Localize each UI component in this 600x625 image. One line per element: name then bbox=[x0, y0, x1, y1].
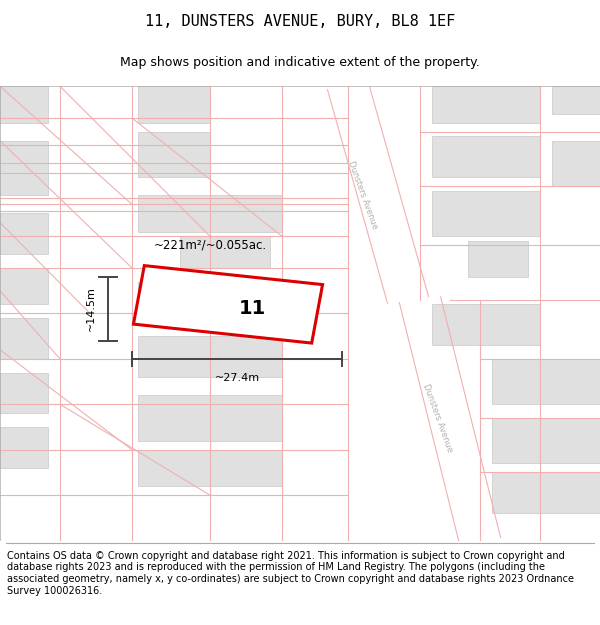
Polygon shape bbox=[0, 214, 48, 254]
Polygon shape bbox=[138, 195, 282, 232]
Text: Contains OS data © Crown copyright and database right 2021. This information is : Contains OS data © Crown copyright and d… bbox=[7, 551, 574, 596]
Polygon shape bbox=[552, 86, 600, 114]
Polygon shape bbox=[133, 266, 323, 343]
Polygon shape bbox=[492, 359, 600, 404]
Polygon shape bbox=[0, 146, 348, 172]
Text: ~221m²/~0.055ac.: ~221m²/~0.055ac. bbox=[154, 239, 266, 252]
Polygon shape bbox=[400, 297, 500, 544]
Polygon shape bbox=[0, 427, 48, 468]
Text: ~27.4m: ~27.4m bbox=[214, 372, 260, 382]
Polygon shape bbox=[432, 304, 540, 345]
Text: Map shows position and indicative extent of the property.: Map shows position and indicative extent… bbox=[120, 56, 480, 69]
Polygon shape bbox=[468, 241, 528, 277]
Text: 11: 11 bbox=[238, 299, 266, 318]
Text: ~14.5m: ~14.5m bbox=[86, 286, 96, 331]
Polygon shape bbox=[432, 136, 540, 177]
Text: 11, DUNSTERS AVENUE, BURY, BL8 1EF: 11, DUNSTERS AVENUE, BURY, BL8 1EF bbox=[145, 14, 455, 29]
Polygon shape bbox=[328, 83, 428, 303]
Polygon shape bbox=[552, 141, 600, 186]
Text: Dunsters Avenue: Dunsters Avenue bbox=[421, 382, 455, 453]
Polygon shape bbox=[138, 132, 210, 177]
Polygon shape bbox=[180, 236, 270, 268]
Polygon shape bbox=[138, 86, 210, 123]
Polygon shape bbox=[0, 372, 48, 413]
Polygon shape bbox=[0, 198, 348, 211]
Polygon shape bbox=[492, 472, 600, 513]
Polygon shape bbox=[0, 86, 48, 123]
Polygon shape bbox=[432, 191, 540, 236]
Polygon shape bbox=[0, 318, 48, 359]
Polygon shape bbox=[138, 336, 282, 377]
Polygon shape bbox=[432, 86, 540, 123]
Polygon shape bbox=[492, 418, 600, 463]
Text: Dunsters Avenue: Dunsters Avenue bbox=[346, 160, 380, 231]
Polygon shape bbox=[138, 395, 282, 441]
Polygon shape bbox=[138, 450, 282, 486]
Polygon shape bbox=[0, 268, 48, 304]
Polygon shape bbox=[138, 282, 282, 322]
Polygon shape bbox=[0, 141, 48, 195]
